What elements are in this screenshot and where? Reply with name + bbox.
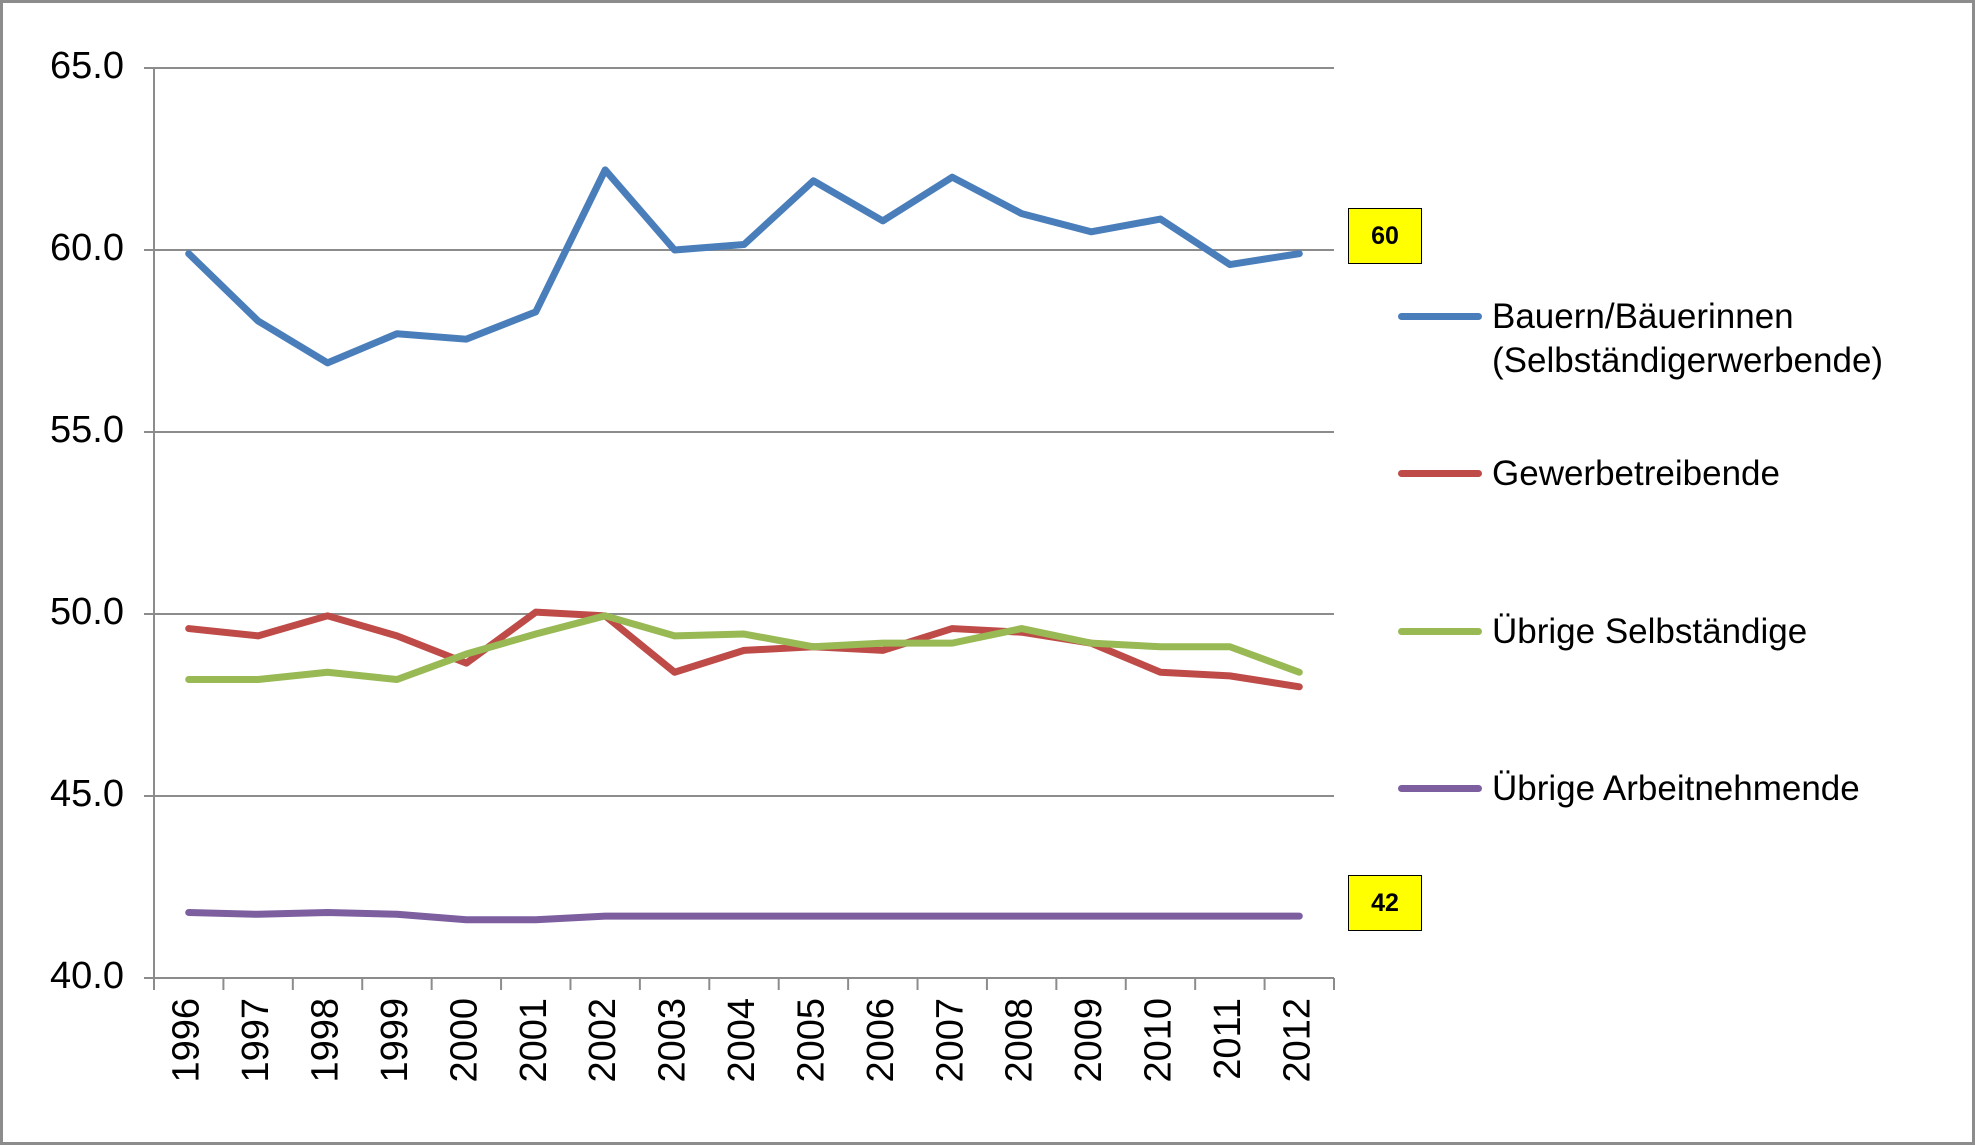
legend-label: Übrige Selbständige <box>1492 612 1808 651</box>
x-tick-label: 2012 <box>1276 998 1318 1083</box>
y-tick-label: 45.0 <box>50 773 124 815</box>
y-tick-label: 50.0 <box>50 591 124 633</box>
legend-swatch <box>1398 628 1482 635</box>
x-tick-label: 2011 <box>1207 998 1249 1080</box>
x-tick-label: 1996 <box>166 998 208 1083</box>
annotation: 60 <box>1348 208 1422 264</box>
legend-item: Übrige Arbeitnehmende <box>1398 767 1973 811</box>
x-tick-label: 2004 <box>721 998 763 1083</box>
legend-label: Gewerbetreibende <box>1492 454 1780 493</box>
x-tick-label: 1997 <box>235 998 277 1083</box>
legend-swatch <box>1398 785 1482 792</box>
annotation: 42 <box>1348 875 1422 931</box>
series-line <box>185 166 1303 367</box>
legend-item: Bauern/Bäuerinnen (Selbständigerwerbende… <box>1398 295 1973 383</box>
x-tick-label: 2002 <box>582 998 624 1083</box>
x-tick-label: 2001 <box>513 998 555 1083</box>
legend-item: Gewerbetreibende <box>1398 452 1973 496</box>
x-tick-label: 2006 <box>860 998 902 1083</box>
chart: 40.0 45.0 50.0 55.0 60.0 65.0 1996 1997 1998 1999… <box>50 45 1335 1083</box>
legend-swatch <box>1398 313 1482 320</box>
x-tick-label: 2010 <box>1138 998 1180 1083</box>
y-tick-label: 55.0 <box>50 409 124 451</box>
x-tick-label: 2009 <box>1068 998 1110 1083</box>
y-tick-label: 40.0 <box>50 955 124 997</box>
x-tick-label: 2003 <box>652 998 694 1083</box>
y-tick-label: 65.0 <box>50 45 124 87</box>
series-line <box>185 608 1303 691</box>
x-tick-label: 2008 <box>999 998 1041 1083</box>
x-tick-label: 1998 <box>305 998 347 1083</box>
y-tick-label: 60.0 <box>50 227 124 269</box>
series-line <box>185 612 1303 684</box>
x-tick-label: 1999 <box>374 998 416 1083</box>
legend-label: Bauern/Bäuerinnen (Selbständigerwerbende… <box>1492 297 1884 380</box>
legend-swatch <box>1398 470 1482 477</box>
legend-item: Übrige Selbständige <box>1398 610 1973 654</box>
x-tick-label: 2000 <box>443 998 485 1083</box>
legend-label: Übrige Arbeitnehmende <box>1492 769 1860 808</box>
x-tick-label: 2007 <box>929 998 971 1083</box>
series-line <box>185 908 1303 924</box>
x-tick-label: 2005 <box>790 998 832 1083</box>
